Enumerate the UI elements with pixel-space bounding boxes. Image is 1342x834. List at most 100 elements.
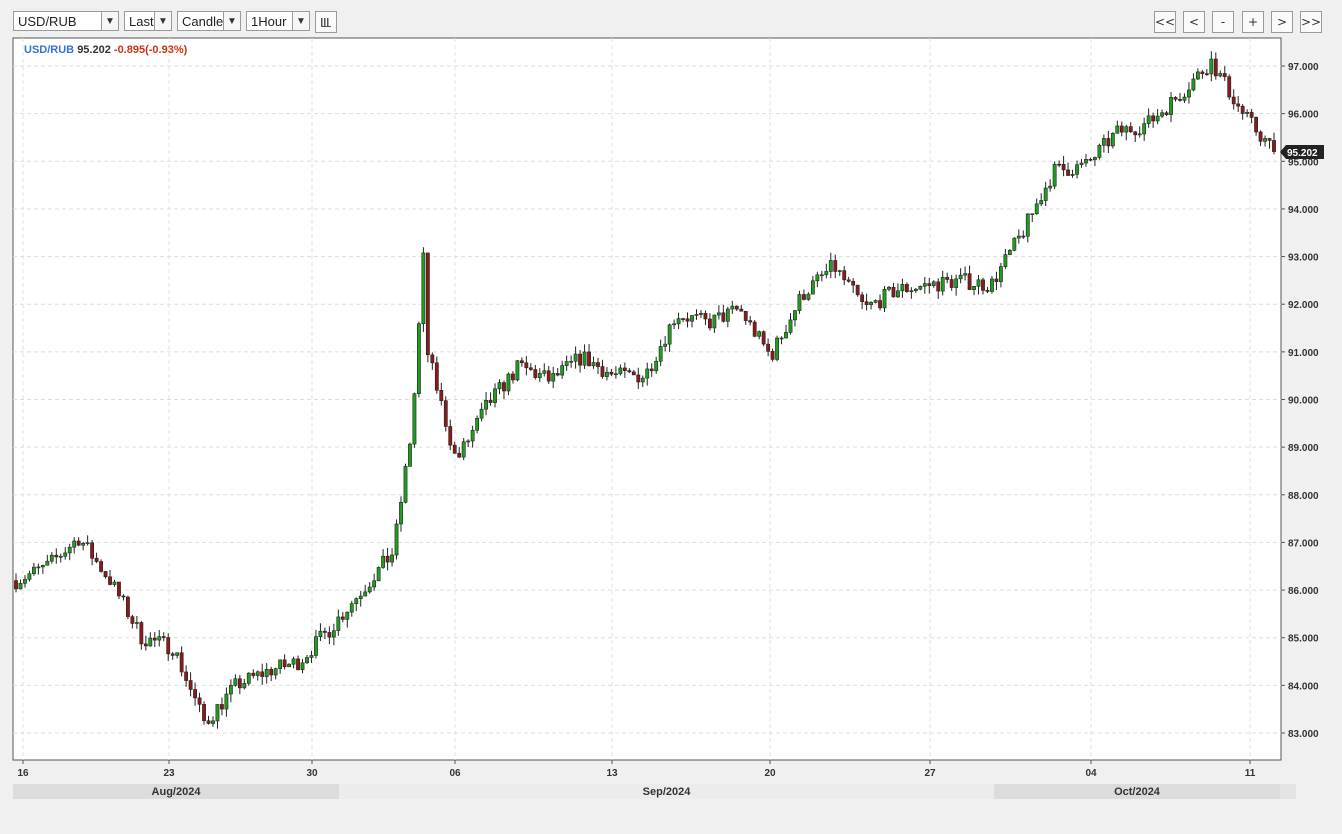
candle-down (596, 362, 600, 367)
chevron-down-icon[interactable]: ▼ (292, 12, 309, 30)
candle-down (766, 343, 771, 352)
candle-down (1106, 138, 1111, 147)
chart-style-value: Candle (182, 13, 223, 29)
chevron-down-icon[interactable]: ▼ (101, 12, 118, 30)
candle-up (793, 310, 797, 321)
zoom-out-button[interactable]: - (1212, 11, 1234, 33)
candle-down (323, 630, 327, 633)
x-tick-label: 30 (306, 768, 318, 779)
candle-up (605, 371, 609, 377)
last-price-tag-text: 95.202 (1287, 148, 1318, 159)
candle-down (1267, 138, 1272, 141)
interval-select[interactable]: 1Hour ▼ (246, 11, 310, 31)
candle-up (1137, 133, 1142, 136)
grid (13, 38, 1281, 760)
candle-up (909, 290, 914, 293)
candle-down (443, 400, 448, 427)
candle-up (1263, 138, 1267, 142)
candle-down (703, 313, 708, 320)
candle-up (318, 630, 323, 637)
candle-up (134, 622, 139, 624)
y-axis: 83.000 84.000 85.000 86.000 87.000 88.000 89.0… (1281, 62, 1319, 740)
candle-down (430, 354, 435, 364)
x-tick-label: 06 (449, 768, 461, 779)
candle-down (502, 382, 506, 392)
candle-up (667, 324, 672, 345)
candle-up (1142, 123, 1147, 135)
chevron-down-icon[interactable]: ▼ (223, 12, 240, 30)
candle-up (837, 270, 842, 272)
candle-up (542, 370, 547, 374)
indicators-button[interactable] (315, 11, 337, 33)
candle-up (1075, 164, 1079, 175)
candle-down (188, 680, 193, 690)
candle-down (108, 576, 112, 585)
candle-up (869, 302, 873, 305)
scroll-prev-label: < (1188, 15, 1200, 29)
candle-up (255, 671, 260, 676)
chevron-down-icon[interactable]: ▼ (154, 12, 171, 30)
candle-down (139, 622, 144, 645)
candle-up (224, 693, 229, 710)
candle-down (752, 321, 757, 337)
price-field-select[interactable]: Last ▼ (124, 11, 172, 31)
candle-up (58, 555, 63, 558)
candle-up (1218, 73, 1223, 77)
candle-up (403, 466, 408, 503)
candle-down (981, 279, 985, 291)
candle-up (300, 662, 305, 671)
candle-up (1093, 157, 1097, 161)
candle-down (1088, 158, 1093, 161)
candle-down (927, 283, 932, 286)
candle-up (1146, 115, 1151, 124)
zoom-in-button[interactable]: + (1242, 11, 1264, 33)
candle-down (708, 318, 712, 329)
candle-down (949, 279, 954, 288)
candle-down (439, 390, 444, 401)
candle-down (1061, 164, 1066, 171)
candle-up (390, 554, 394, 563)
y-tick-label: 90.000 (1288, 396, 1319, 407)
scroll-last-button[interactable]: >> (1300, 11, 1322, 33)
candle-up (148, 637, 153, 647)
x-tick-label: 13 (606, 768, 618, 779)
candle-down (748, 320, 753, 323)
candle-up (363, 591, 368, 597)
chart-style-select[interactable]: Candle ▼ (177, 11, 241, 31)
y-tick-label: 97.000 (1288, 62, 1319, 73)
candle-up (1115, 125, 1120, 134)
symbol-select[interactable]: USD/RUB ▼ (13, 11, 119, 31)
candle-up (614, 373, 618, 376)
candle-down (636, 374, 641, 383)
candle-up (394, 523, 399, 556)
candle-down (99, 561, 103, 572)
candle-down (860, 294, 865, 302)
x-axis: 16 23 30 06 13 20 27 04 11 (17, 760, 1256, 779)
candles (14, 51, 1276, 729)
candle-down (327, 632, 332, 638)
candle-up (27, 573, 32, 580)
y-tick-label: 93.000 (1288, 253, 1319, 264)
candle-down (197, 697, 202, 705)
candle-up (63, 552, 68, 557)
candle-up (331, 630, 336, 638)
y-tick-label: 84.000 (1288, 681, 1319, 692)
candle-up (1048, 185, 1053, 189)
candle-up (81, 543, 86, 546)
candle-down (519, 360, 524, 364)
candle-down (511, 373, 515, 381)
candle-down (202, 704, 206, 722)
candle-down (434, 362, 439, 391)
legend-symbol: USD/RUB (24, 44, 75, 56)
candle-up (1195, 71, 1200, 80)
candle-up (484, 399, 488, 410)
candle-up (1097, 144, 1102, 158)
month-label-aug: Aug/2024 (13, 784, 339, 799)
scroll-prev-button[interactable]: < (1183, 11, 1205, 33)
scroll-next-button[interactable]: > (1271, 11, 1293, 33)
candle-down (994, 278, 999, 283)
scroll-first-button[interactable]: << (1154, 11, 1176, 33)
candle-down (269, 668, 274, 676)
candle-up (85, 542, 90, 545)
